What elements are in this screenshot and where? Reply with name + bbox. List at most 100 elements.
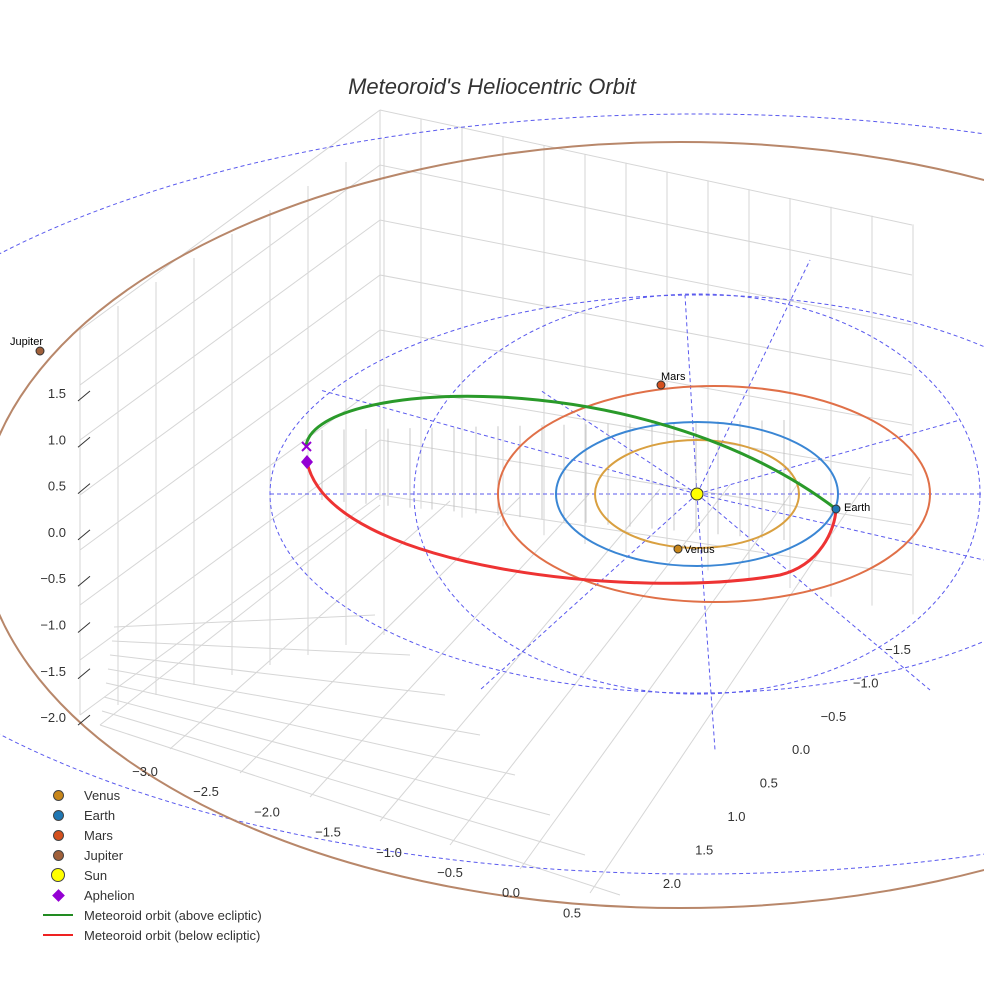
legend-label: Mars bbox=[84, 827, 113, 843]
legend-label: Meteoroid orbit (below ecliptic) bbox=[84, 927, 261, 943]
grid-line bbox=[105, 682, 516, 776]
legend-label: Aphelion bbox=[84, 887, 135, 903]
dot-icon bbox=[38, 849, 78, 861]
grid-line bbox=[379, 109, 913, 226]
ecliptic-grid-radial bbox=[696, 419, 961, 495]
grid-line bbox=[99, 504, 381, 726]
x-tick-label: −1.0 bbox=[376, 845, 402, 860]
legend-label: Venus bbox=[84, 787, 121, 803]
z-tick bbox=[77, 714, 91, 726]
grid-line bbox=[379, 164, 913, 276]
grid-line bbox=[379, 384, 913, 476]
z-tick bbox=[77, 575, 91, 587]
meteoroid-orbit-above bbox=[304, 394, 837, 511]
x-tick-label: −2.5 bbox=[193, 784, 219, 799]
ecliptic-grid-radial bbox=[696, 493, 931, 691]
x-tick-label: −3.0 bbox=[132, 764, 158, 779]
grid-line bbox=[449, 484, 731, 846]
grid-line bbox=[113, 614, 376, 628]
line-icon bbox=[38, 934, 78, 936]
y-tick-label: 0.5 bbox=[760, 776, 778, 791]
grid-line bbox=[379, 274, 913, 376]
x-tick-label: −1.5 bbox=[315, 825, 341, 840]
grid-line bbox=[103, 696, 551, 816]
grid-line bbox=[79, 439, 381, 661]
legend-item-aphelion[interactable]: Aphelion bbox=[38, 885, 262, 905]
grid-line bbox=[79, 164, 381, 386]
aphelion-marker bbox=[301, 455, 313, 469]
legend-item-jupiter[interactable]: Jupiter bbox=[38, 845, 262, 865]
grid-line bbox=[107, 668, 481, 736]
z-tick-label: 0.5 bbox=[48, 479, 66, 494]
legend-item-mars[interactable]: Mars bbox=[38, 825, 262, 845]
legend-item-venus[interactable]: Venus bbox=[38, 785, 262, 805]
z-tick-label: −0.5 bbox=[40, 571, 66, 586]
grid-line bbox=[379, 494, 913, 576]
y-tick-label: 0.0 bbox=[792, 742, 810, 757]
z-tick bbox=[77, 529, 91, 541]
z-tick-label: 1.5 bbox=[48, 386, 66, 401]
meteoroid-orbit-below bbox=[305, 461, 838, 585]
grid-line bbox=[519, 480, 801, 870]
grid-line bbox=[101, 710, 586, 856]
orbit-mars bbox=[497, 385, 931, 603]
z-tick-label: 1.0 bbox=[48, 432, 66, 447]
y-tick-label: 2.0 bbox=[663, 876, 681, 891]
grid-line bbox=[79, 219, 381, 441]
perihelion-x-marker bbox=[301, 441, 312, 452]
ecliptic-grid-radial bbox=[696, 259, 811, 495]
x-tick-label: −0.5 bbox=[437, 865, 463, 880]
y-tick-label: −0.5 bbox=[821, 709, 847, 724]
x-tick-label: 0.5 bbox=[563, 905, 581, 920]
chart-title: Meteoroid's Heliocentric Orbit bbox=[348, 74, 636, 99]
z-tick bbox=[77, 390, 91, 402]
z-tick-label: −1.5 bbox=[40, 664, 66, 679]
ecliptic-grid-radial bbox=[319, 389, 698, 495]
legend-item-sun[interactable]: Sun bbox=[38, 865, 262, 885]
ecliptic-grid-radial bbox=[696, 493, 716, 751]
ecliptic-grid-radial bbox=[684, 294, 698, 495]
legend-label: Meteoroid orbit (above ecliptic) bbox=[84, 907, 262, 923]
grid-line bbox=[239, 496, 521, 774]
dot-icon bbox=[38, 809, 78, 821]
ecliptic-grid-ring bbox=[0, 113, 984, 875]
legend-item-meteoroid-orbit-above-ecliptic-[interactable]: Meteoroid orbit (above ecliptic) bbox=[38, 905, 262, 925]
legend-item-earth[interactable]: Earth bbox=[38, 805, 262, 825]
planet-label-earth: Earth bbox=[844, 502, 870, 514]
planet-label-mars: Mars bbox=[661, 371, 686, 383]
planet-jupiter bbox=[35, 346, 45, 356]
sun-marker bbox=[690, 487, 704, 501]
grid-line bbox=[79, 329, 381, 551]
ecliptic-grid-radial bbox=[539, 389, 698, 495]
diamond-icon bbox=[38, 888, 78, 902]
line-icon bbox=[38, 914, 78, 916]
z-tick bbox=[77, 622, 91, 633]
planet-earth bbox=[831, 504, 841, 514]
grid-line bbox=[169, 500, 451, 750]
y-tick-label: 1.5 bbox=[695, 842, 713, 857]
grid-line bbox=[79, 384, 381, 606]
grid-line bbox=[111, 640, 411, 656]
grid-line bbox=[379, 219, 913, 326]
x-tick-label: 0.0 bbox=[502, 885, 520, 900]
legend: Venus Earth Mars Jupiter Sun Aphelion Meteoroi… bbox=[38, 785, 262, 945]
legend-label: Jupiter bbox=[84, 847, 124, 863]
grid-line bbox=[379, 439, 913, 526]
sun-icon bbox=[38, 868, 78, 882]
grid-line bbox=[79, 274, 381, 496]
z-tick-label: −2.0 bbox=[40, 710, 66, 725]
grid-line bbox=[109, 654, 446, 696]
y-tick-label: −1.0 bbox=[853, 675, 879, 690]
z-tick-label: −1.0 bbox=[40, 618, 66, 633]
orbit-jupiter bbox=[0, 141, 984, 909]
legend-item-meteoroid-orbit-below-ecliptic-[interactable]: Meteoroid orbit (below ecliptic) bbox=[38, 925, 262, 945]
z-tick bbox=[77, 668, 91, 680]
z-tick bbox=[77, 436, 91, 448]
ecliptic-grid-radial bbox=[696, 493, 984, 561]
legend-label: Sun bbox=[84, 867, 108, 883]
grid-line bbox=[309, 492, 591, 798]
y-tick-label: −1.5 bbox=[885, 642, 911, 657]
legend-label: Earth bbox=[84, 807, 116, 823]
